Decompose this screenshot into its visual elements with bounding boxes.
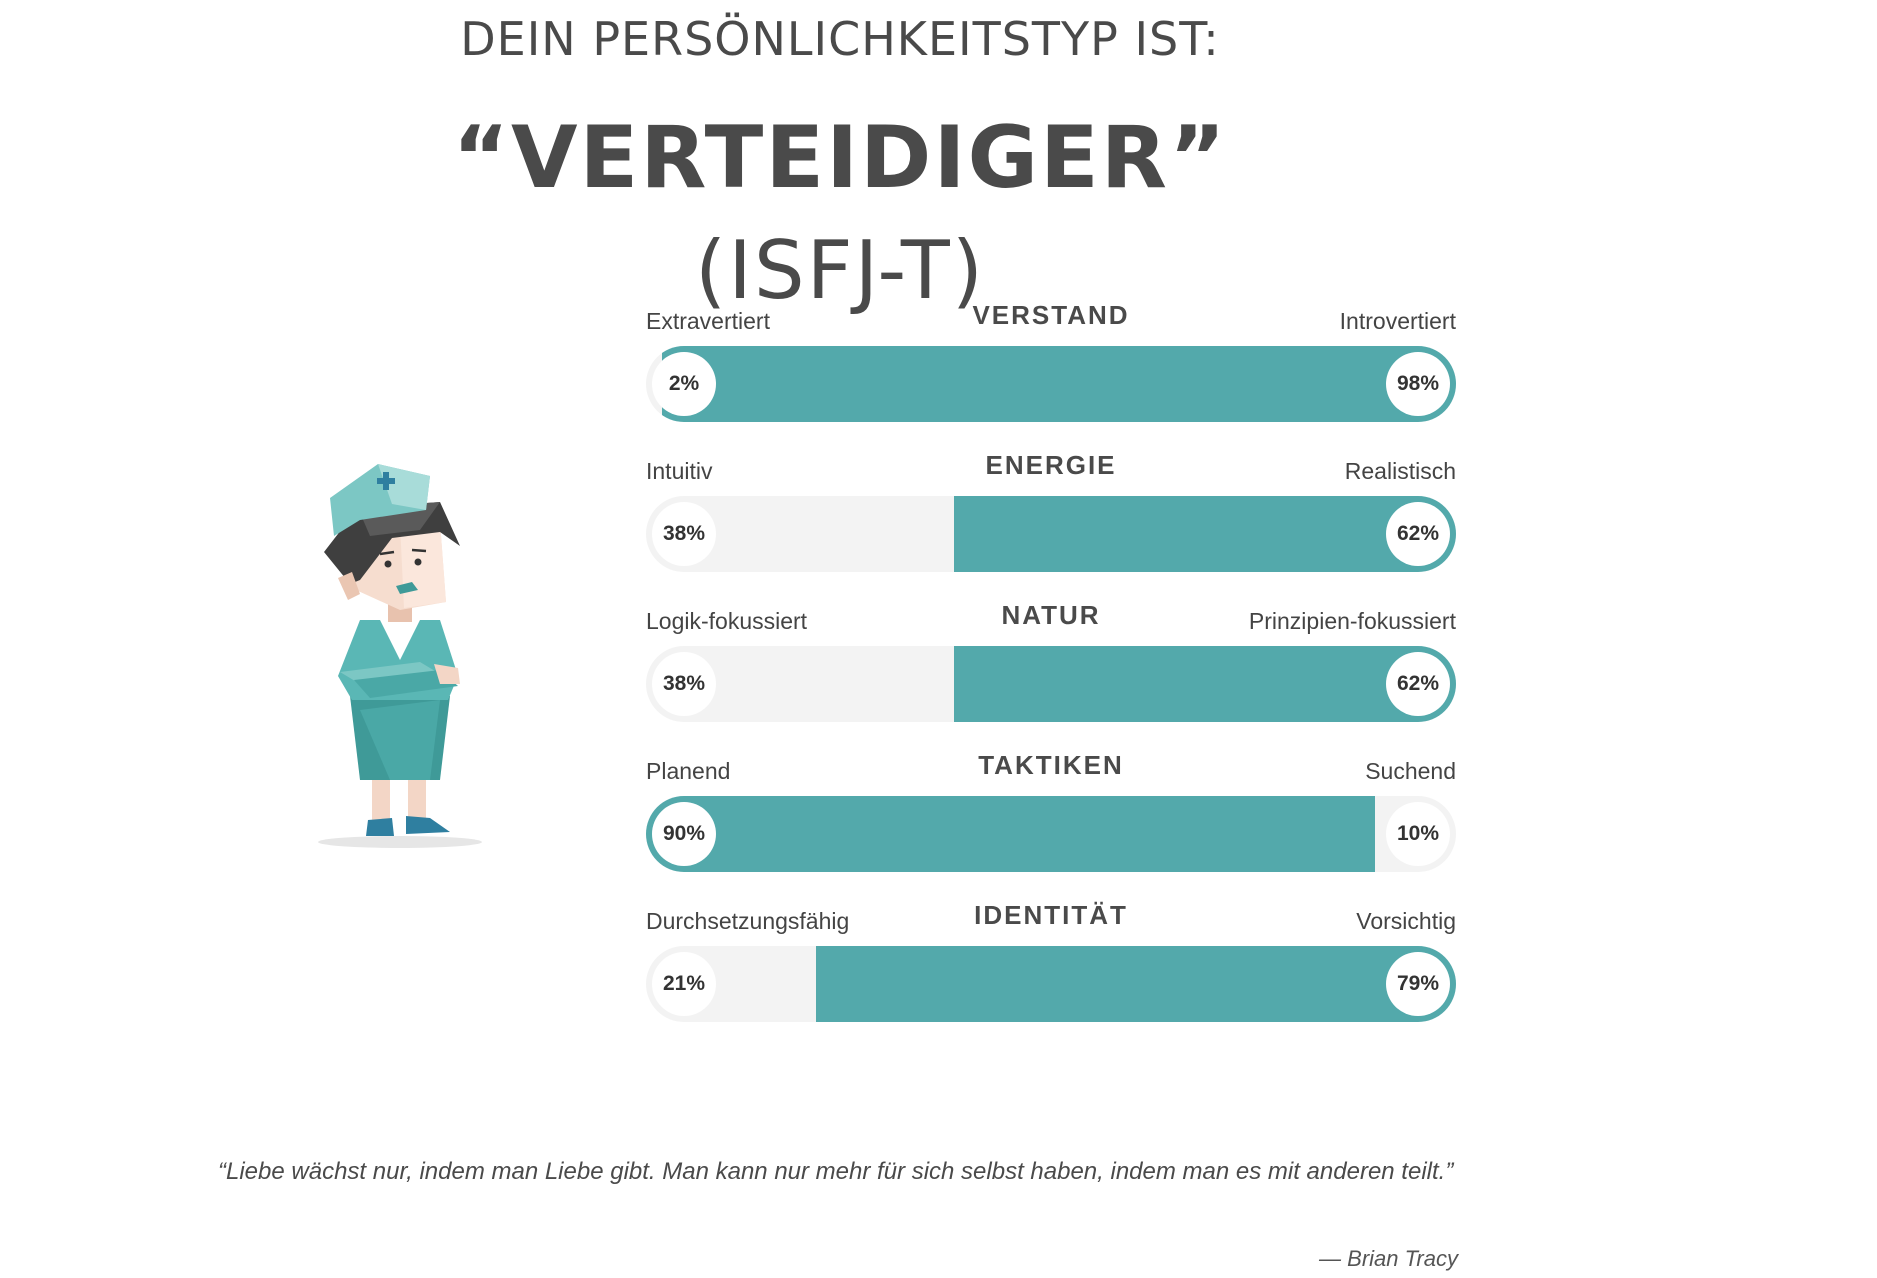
- personality-type-name: “VERTEIDIGER”: [452, 108, 1228, 208]
- trait-row-identitaet: Durchsetzungsfähig IDENTITÄT Vorsichtig …: [646, 900, 1456, 1038]
- trait-bar-fill: [662, 346, 1456, 422]
- trait-right-percent: 62%: [1386, 652, 1450, 716]
- trait-bar-fill: [646, 796, 1375, 872]
- trait-left-percent: 38%: [652, 652, 716, 716]
- trait-bar-track: [646, 796, 1456, 872]
- trait-right-label: Vorsichtig: [1356, 908, 1456, 934]
- trait-right-label: Realistisch: [1344, 458, 1456, 484]
- trait-title: NATUR: [1001, 600, 1101, 630]
- trait-title: TAKTIKEN: [978, 750, 1124, 780]
- quote-author: — Brian Tracy: [1319, 1246, 1458, 1271]
- trait-row-taktiken: Planend TAKTIKEN Suchend 90% 10%: [646, 750, 1456, 888]
- trait-left-label: Durchsetzungsfähig: [646, 908, 850, 934]
- trait-left-label: Extravertiert: [646, 308, 770, 334]
- trait-bar-track: [646, 496, 1456, 572]
- trait-bar-fill: [954, 646, 1456, 722]
- trait-title: ENERGIE: [985, 450, 1117, 480]
- trait-right-percent: 10%: [1386, 802, 1450, 866]
- trait-row-natur: Logik-fokussiert NATUR Prinzipien-fokuss…: [646, 600, 1456, 738]
- trait-bar-fill: [954, 496, 1456, 572]
- trait-left-percent: 90%: [652, 802, 716, 866]
- trait-right-label: Prinzipien-fokussiert: [1248, 608, 1456, 634]
- trait-right-percent: 98%: [1386, 352, 1450, 416]
- trait-right-label: Introvertiert: [1339, 308, 1456, 334]
- trait-right-percent: 79%: [1386, 952, 1450, 1016]
- trait-title: VERSTAND: [972, 300, 1130, 330]
- trait-left-percent: 2%: [652, 352, 716, 416]
- result-intro: DEIN PERSÖNLICHKEITSTYP IST:: [460, 12, 1220, 66]
- trait-left-label: Logik-fokussiert: [646, 608, 808, 634]
- trait-bar-track: [646, 646, 1456, 722]
- trait-right-percent: 62%: [1386, 502, 1450, 566]
- trait-left-label: Intuitiv: [646, 458, 713, 484]
- trait-title: IDENTITÄT: [974, 900, 1128, 930]
- trait-row-verstand: Extravertiert VERSTAND Introvertiert 2% …: [646, 300, 1456, 438]
- quote-text: “Liebe wächst nur, indem man Liebe gibt.…: [218, 1158, 1454, 1185]
- trait-left-percent: 21%: [652, 952, 716, 1016]
- trait-bar-track: [646, 946, 1456, 1022]
- defender-character-illustration: [318, 464, 482, 848]
- trait-left-percent: 38%: [652, 502, 716, 566]
- trait-right-label: Suchend: [1365, 758, 1456, 784]
- personality-type-code: (ISFJ-T): [695, 224, 985, 317]
- trait-bar-track: [646, 346, 1456, 422]
- trait-left-label: Planend: [646, 758, 731, 784]
- trait-bar-fill: [816, 946, 1456, 1022]
- trait-row-energie: Intuitiv ENERGIE Realistisch 38% 62%: [646, 450, 1456, 588]
